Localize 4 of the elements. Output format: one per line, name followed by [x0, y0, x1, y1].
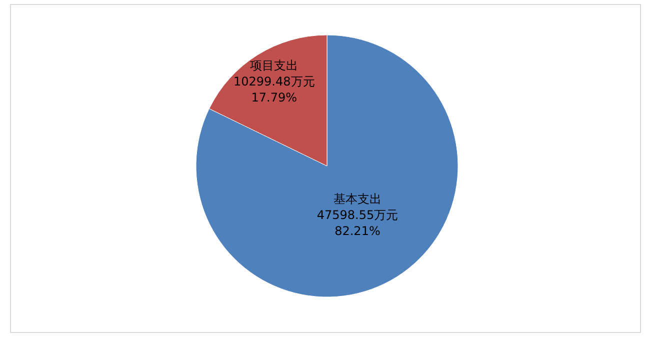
data-label: 47598.55万元 82.21%: [316, 208, 398, 238]
slice-label: 项目支出: [250, 58, 298, 72]
slice-label: 基本支出: [333, 192, 382, 206]
data-label: 10299.48万元 17.79%: [234, 74, 315, 104]
